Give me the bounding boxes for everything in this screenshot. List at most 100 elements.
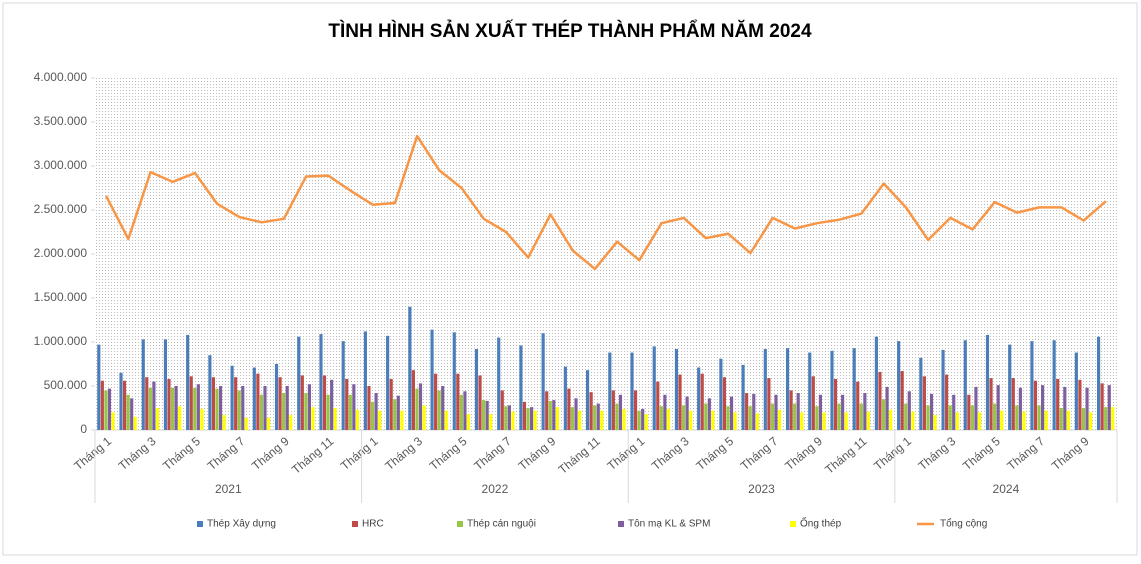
bar [437,390,441,430]
legend-label: HRC [362,519,384,530]
bar [700,373,704,430]
bar [141,339,145,430]
y-tick-label: 0 [80,422,87,436]
bar [367,386,371,430]
bar [1078,379,1082,430]
bar [155,408,160,430]
bar [263,386,267,430]
bar [808,352,812,430]
bar [926,405,930,430]
y-tick-label: 3.500.000 [34,114,88,128]
bar [196,384,200,430]
bar [774,394,778,430]
bar [1063,386,1067,430]
bar [208,355,212,430]
bar [107,388,112,430]
bar [218,386,223,430]
bar [900,371,904,430]
bar [815,406,819,430]
bar [770,403,775,430]
bar [174,386,178,430]
bar [333,408,337,430]
bar [722,377,727,430]
bar [300,375,304,430]
bar [745,393,749,430]
bar [907,391,911,430]
bar [400,410,404,430]
legend-swatch [197,521,203,527]
bar [408,306,412,430]
bar [1018,387,1022,430]
bar [777,409,782,430]
bar [945,374,949,430]
bar [1041,385,1045,430]
bar [504,406,508,430]
bar [570,407,575,430]
bar [941,349,945,430]
bar [608,352,612,430]
bar [844,412,848,430]
legend-label: Thép cán nguội [467,519,536,530]
y-tick-label: 2.500.000 [34,202,88,216]
bar [785,348,790,430]
bar [274,364,279,430]
bar [919,357,923,430]
bar [148,387,152,430]
bar [748,406,752,430]
bar [567,388,571,430]
bar [1044,410,1048,430]
bar [237,390,241,430]
bar [800,412,804,430]
bar [441,386,445,430]
y-tick-label: 1.000.000 [34,334,88,348]
bar [500,390,504,430]
bar [456,373,460,430]
bar [663,394,667,430]
bar [977,412,982,430]
bar [466,414,471,430]
bar [1107,385,1111,430]
bar [752,393,756,430]
legend-swatch [618,521,624,527]
bar [1022,411,1026,430]
y-tick-label: 2.000.000 [34,246,88,260]
bar [793,403,797,430]
bar [563,366,567,430]
bar [411,370,415,430]
bar [452,332,456,430]
bar [1056,378,1060,430]
bar [1052,340,1056,430]
bar [874,336,878,430]
bar [989,378,993,430]
bar [929,393,934,430]
bar [630,352,634,430]
bar [189,376,193,430]
bar [822,412,826,430]
bar [341,341,345,430]
bar [600,410,604,430]
bar [485,400,489,430]
group-label: 2022 [482,482,509,496]
bar [530,407,534,430]
legend-label: Tôn mạ KL & SPM [628,519,710,530]
bar [593,405,597,430]
bar [178,406,182,430]
bar [993,403,997,430]
bar [355,409,359,430]
bar [163,339,168,430]
bar [729,396,734,430]
bar [948,405,952,430]
bar [167,378,171,430]
bar [856,381,860,430]
group-label: 2021 [215,482,242,496]
bar [741,364,745,430]
bar [652,346,656,430]
bar [478,375,482,430]
bar [352,384,356,430]
legend-swatch [457,521,463,527]
bar [763,349,767,430]
bar [100,380,104,430]
bar [519,345,523,430]
bar [911,411,915,430]
bar [145,377,149,430]
